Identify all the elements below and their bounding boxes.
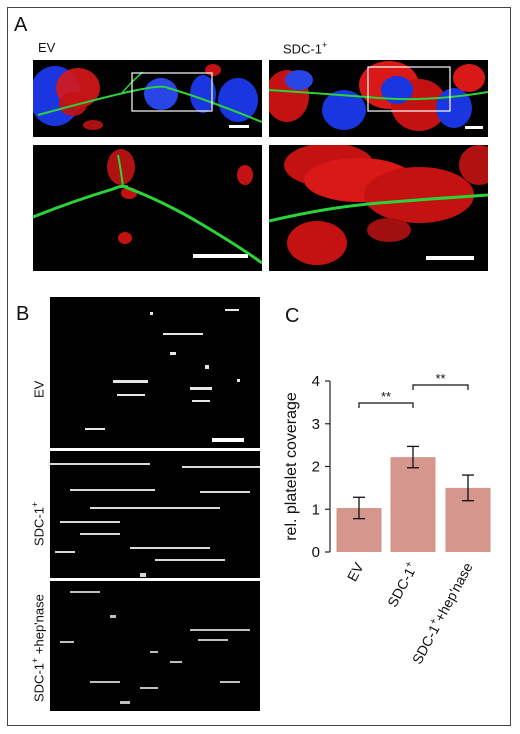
micrograph-ev-overview (33, 60, 262, 137)
y-axis-title: rel. platelet coverage (283, 392, 300, 541)
y-tick-label: 3 (312, 416, 320, 433)
panel-b-row-ev-label: EV (31, 380, 47, 398)
significance-label: ** (435, 371, 445, 386)
y-tick-label: 2 (312, 459, 320, 476)
significance-bracket (358, 402, 414, 408)
platelet-image-ev (50, 297, 260, 448)
y-tick-label: 4 (312, 373, 320, 390)
y-tick-label: 0 (312, 544, 320, 561)
panel-b-row-sdc1-label: SDC-1+ (30, 501, 47, 546)
platelet-image-sdc1 (50, 451, 260, 578)
panel-b-letter: B (16, 303, 30, 325)
x-category-label: EV (344, 559, 367, 584)
figure-frame (7, 7, 511, 726)
bar-chart: 0 1 2 3 4 rel. platelet coverage ** ** EV SDC-1+S… (283, 371, 491, 667)
micrograph-sdc1-overview (269, 60, 488, 137)
platelet-image-heparinase (50, 581, 260, 711)
panel-a-sdc1-label: SDC-1+ (283, 40, 328, 57)
panel-c-letter: C (285, 305, 300, 327)
bar (390, 457, 436, 552)
micrograph-sdc1-zoom (269, 145, 488, 271)
x-category-label: SDC-1++hep'nase (408, 559, 476, 666)
significance-label: ** (381, 389, 391, 404)
panel-a-letter: A (14, 14, 28, 36)
significance-bracket (412, 384, 469, 390)
micrograph-ev-zoom (33, 145, 262, 271)
y-tick-label: 1 (312, 501, 320, 518)
panel-b-row-heparinase-label: SDC-1+ +hep'nase (30, 594, 47, 702)
x-category-label: SDC-1+ (383, 559, 421, 609)
panel-a-ev-label: EV (38, 40, 56, 55)
